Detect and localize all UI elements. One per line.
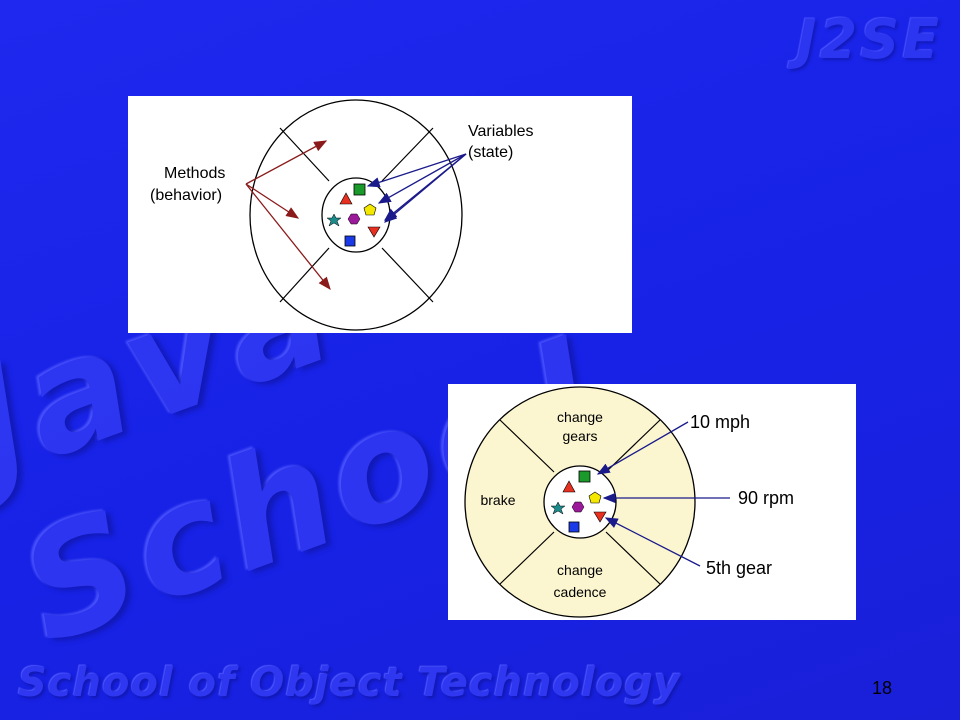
divider-line	[499, 419, 555, 473]
teal-star-shape	[550, 501, 566, 515]
variables-label: Variables	[468, 123, 534, 140]
red-inverted-triangle-shape	[593, 511, 607, 523]
purple-hexagon-shape	[347, 213, 361, 225]
blue-square-shape	[568, 521, 580, 533]
footer-watermark: School of Object Technology	[18, 660, 681, 706]
red-triangle-shape	[339, 192, 353, 205]
divider-line	[381, 247, 434, 303]
divider-line	[279, 247, 330, 303]
behavior-label: (behavior)	[150, 187, 222, 204]
state-arrow	[596, 421, 689, 475]
variable-arrow	[366, 153, 467, 188]
methods-label: Methods	[164, 165, 225, 182]
red-inverted-triangle-shape	[367, 226, 381, 238]
variable-arrow	[377, 153, 467, 204]
divider-line	[279, 127, 330, 182]
green-square-shape	[578, 470, 591, 483]
divider-line	[605, 419, 661, 473]
method-arrow	[245, 140, 328, 185]
teal-star-shape	[326, 213, 342, 227]
segment-top-label-1: change	[557, 409, 603, 425]
gear-label: 5th gear	[706, 558, 772, 578]
state-label: (state)	[468, 144, 513, 161]
page-number: 18	[872, 678, 893, 698]
state-arrow	[604, 517, 701, 567]
j2se-watermark: J2SE	[796, 8, 942, 71]
segment-bottom-label-1: change	[557, 562, 603, 578]
generic-object-diagram: Methods (behavior) Variables (state)	[128, 96, 632, 333]
divider-line	[499, 531, 555, 585]
method-arrow	[245, 183, 331, 291]
yellow-pentagon-shape	[588, 491, 602, 504]
speed-label: 10 mph	[690, 412, 750, 432]
purple-hexagon-shape	[571, 501, 585, 513]
red-triangle-shape	[562, 480, 576, 493]
generic-object-svg: Methods (behavior) Variables (state)	[150, 99, 534, 331]
segment-left-label: brake	[480, 492, 515, 508]
rpm-label: 90 rpm	[738, 488, 794, 508]
divider-line	[381, 127, 434, 182]
method-arrow	[245, 183, 300, 219]
yellow-pentagon-shape	[363, 203, 377, 216]
variable-arrow	[384, 153, 467, 223]
green-square-shape	[353, 183, 366, 196]
bicycle-object-diagram: change gears brake change cadence 10 mph…	[448, 384, 856, 620]
divider-line	[605, 531, 661, 585]
blue-square-shape	[344, 235, 356, 247]
bicycle-object-svg: change gears brake change cadence 10 mph…	[464, 386, 794, 618]
segment-top-label-2: gears	[562, 428, 597, 444]
segment-bottom-label-2: cadence	[554, 584, 607, 600]
